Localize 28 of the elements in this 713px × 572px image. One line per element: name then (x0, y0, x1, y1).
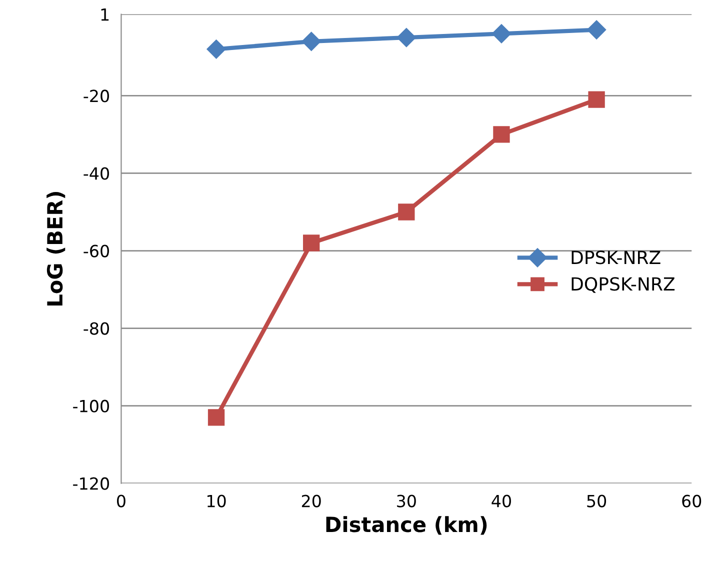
point (588, 91, 605, 108)
x-tick-label: 40 (492, 494, 511, 508)
x-axis-title: Distance (km) (326, 516, 487, 535)
point (492, 24, 512, 44)
legend-label: DPSK-NRZ (572, 250, 660, 264)
point (302, 32, 321, 51)
x-tick-label: 30 (397, 494, 416, 508)
y-axis-title: LoG (BER) (46, 192, 66, 306)
y-tick-label: -120 (73, 477, 109, 490)
point (208, 409, 225, 426)
y-tick-label: -20 (84, 90, 109, 102)
point (303, 234, 320, 252)
point (206, 40, 226, 59)
y-tick-label: -60 (84, 244, 109, 258)
y-tick-label: -100 (73, 400, 109, 412)
point (493, 126, 510, 143)
y-tick-label: -80 (84, 322, 109, 335)
y-tick-label: -40 (84, 167, 109, 180)
y-tick-label: 1 (101, 8, 109, 21)
x-tick-label: 20 (302, 494, 321, 508)
point (396, 28, 416, 48)
point (398, 204, 415, 220)
point (587, 20, 606, 40)
x-tick-label: 0 (117, 494, 126, 508)
x-tick-label: 60 (682, 494, 702, 508)
x-tick-label: 50 (587, 494, 606, 508)
x-tick-label: 10 (208, 494, 226, 508)
legend-label: DQPSK-NRZ (572, 277, 675, 293)
